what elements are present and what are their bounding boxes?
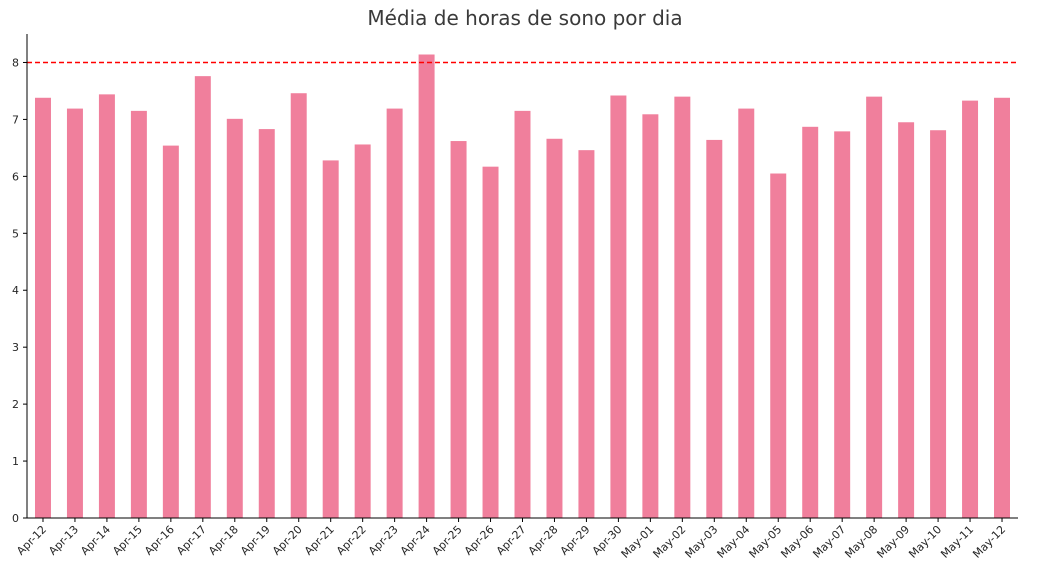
x-tick-label-Apr-29: Apr-29 [558, 523, 593, 558]
x-tick-label-Apr-22: Apr-22 [334, 523, 369, 558]
bar-Apr-20 [290, 93, 307, 518]
x-tick-label-May-04: May-04 [715, 523, 753, 561]
y-tick-label-4: 4 [12, 284, 19, 297]
x-tick-label-May-03: May-03 [683, 523, 721, 561]
bar-Apr-17 [194, 76, 211, 518]
y-tick-label-8: 8 [12, 56, 19, 69]
bar-Apr-25 [450, 141, 467, 519]
y-tick-label-1: 1 [12, 455, 19, 468]
x-tick-label-Apr-17: Apr-17 [174, 523, 209, 558]
y-tick-label-3: 3 [12, 341, 19, 354]
bar-Apr-28 [546, 138, 563, 518]
bar-Apr-15 [130, 110, 147, 519]
bar-Apr-21 [322, 160, 339, 518]
bar-May-09 [898, 122, 915, 518]
y-tick-label-5: 5 [12, 227, 19, 240]
bar-Apr-29 [578, 150, 595, 518]
y-tick-label-7: 7 [12, 113, 19, 126]
x-tick-label-Apr-12: Apr-12 [14, 523, 49, 558]
bar-Apr-30 [610, 95, 627, 518]
bar-Apr-26 [482, 166, 499, 519]
x-tick-label-May-05: May-05 [747, 523, 785, 561]
bar-May-11 [962, 100, 979, 519]
x-tick-label-Apr-13: Apr-13 [46, 523, 81, 558]
bar-May-07 [834, 131, 851, 518]
x-tick-label-Apr-23: Apr-23 [366, 523, 401, 558]
x-tick-label-May-10: May-10 [906, 523, 944, 561]
bar-May-08 [866, 96, 883, 518]
bar-Apr-22 [354, 144, 371, 518]
x-tick-label-May-09: May-09 [874, 523, 912, 561]
bar-May-12 [994, 97, 1010, 519]
x-tick-label-May-12: May-12 [970, 523, 1008, 561]
x-tick-label-Apr-20: Apr-20 [270, 523, 305, 558]
x-tick-label-Apr-14: Apr-14 [78, 523, 113, 558]
bar-May-06 [802, 126, 819, 518]
bar-Apr-24 [418, 54, 435, 518]
bar-Apr-23 [386, 108, 403, 518]
bar-Apr-14 [98, 94, 115, 519]
bar-Apr-13 [66, 108, 83, 518]
bar-May-04 [738, 108, 755, 518]
x-tick-label-Apr-26: Apr-26 [462, 523, 497, 558]
x-tick-label-May-02: May-02 [651, 523, 689, 561]
bar-Apr-19 [258, 129, 275, 518]
x-tick-label-Apr-27: Apr-27 [494, 523, 529, 558]
x-tick-label-Apr-19: Apr-19 [238, 523, 273, 558]
x-tick-label-Apr-21: Apr-21 [302, 523, 337, 558]
bar-Apr-27 [514, 110, 531, 519]
bar-May-01 [642, 114, 659, 518]
bar-May-10 [930, 130, 947, 519]
x-tick-label-May-11: May-11 [938, 523, 976, 561]
x-tick-label-Apr-15: Apr-15 [110, 523, 145, 558]
bar-Apr-18 [226, 118, 243, 518]
bar-May-02 [674, 96, 691, 518]
x-tick-label-May-06: May-06 [778, 523, 816, 561]
bar-Apr-12 [34, 97, 51, 519]
x-tick-label-May-01: May-01 [619, 523, 657, 561]
x-tick-label-Apr-18: Apr-18 [206, 523, 241, 558]
x-tick-label-Apr-28: Apr-28 [526, 523, 561, 558]
x-tick-label-May-07: May-07 [810, 523, 848, 561]
x-tick-label-Apr-25: Apr-25 [430, 523, 465, 558]
chart-title: Média de horas de sono por dia [367, 6, 683, 30]
x-tick-label-Apr-16: Apr-16 [142, 523, 177, 558]
y-tick-label-2: 2 [12, 398, 19, 411]
bar-Apr-16 [162, 145, 179, 518]
y-tick-label-0: 0 [12, 512, 19, 525]
bar-May-05 [770, 173, 787, 518]
x-tick-label-Apr-24: Apr-24 [398, 523, 433, 558]
y-tick-label-6: 6 [12, 170, 19, 183]
x-tick-label-May-08: May-08 [842, 523, 880, 561]
bar-May-03 [706, 139, 723, 518]
